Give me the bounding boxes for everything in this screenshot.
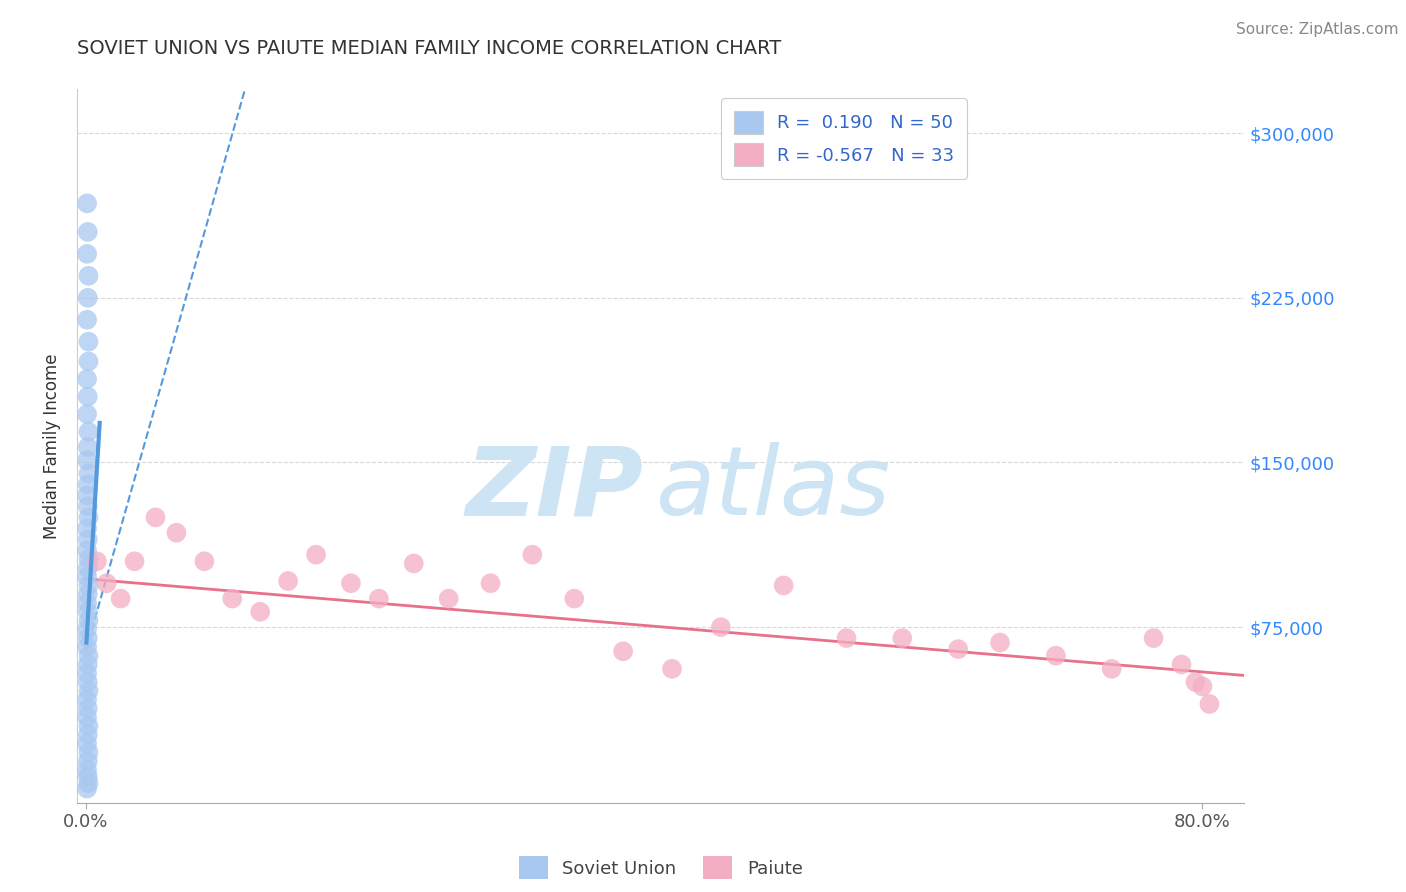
Point [835,631,858,645]
Point [76,440,98,454]
Point [76,561,98,575]
Point [76,728,98,742]
Point [76,666,98,681]
Point [110,591,132,606]
Point [76,225,98,239]
Point [249,605,271,619]
Text: SOVIET UNION VS PAIUTE MEDIAN FAMILY INCOME CORRELATION CHART: SOVIET UNION VS PAIUTE MEDIAN FAMILY INC… [77,39,782,58]
Point [96,576,118,591]
Point [124,554,146,568]
Point [76,640,98,654]
Point [76,781,98,796]
Point [76,533,98,547]
Point [76,596,98,610]
Point [76,453,98,467]
Point [988,635,1011,649]
Text: atlas: atlas [655,442,890,535]
Point [522,548,544,562]
Point [145,510,167,524]
Point [77,354,100,368]
Point [710,620,733,634]
Point [76,605,98,619]
Point [193,554,215,568]
Point [1101,662,1123,676]
Point [402,557,425,571]
Point [76,675,98,690]
Point [76,710,98,724]
Point [76,543,98,558]
Point [76,488,98,502]
Point [86,554,108,568]
Point [76,754,98,768]
Point [562,591,585,606]
Point [76,701,98,715]
Point [77,552,100,566]
Point [76,657,98,672]
Point [479,576,502,591]
Point [76,312,98,326]
Point [340,576,363,591]
Point [772,578,794,592]
Point [76,291,98,305]
Legend: Soviet Union, Paiute: Soviet Union, Paiute [512,849,810,887]
Y-axis label: Median Family Income: Median Family Income [44,353,62,539]
Point [946,642,969,657]
Point [76,390,98,404]
Text: ZIP: ZIP [465,442,644,535]
Point [76,769,98,783]
Point [76,569,98,583]
Point [1142,631,1164,645]
Point [77,334,100,349]
Point [76,623,98,637]
Point [76,521,98,535]
Point [1170,657,1192,672]
Point [77,776,100,790]
Point [76,247,98,261]
Point [1045,648,1067,663]
Point [77,719,100,733]
Point [76,372,98,386]
Point [77,683,100,698]
Point [661,662,683,676]
Point [221,591,243,606]
Point [77,648,100,663]
Point [77,578,100,592]
Point [77,745,100,759]
Point [76,477,98,491]
Point [277,574,299,588]
Point [77,467,100,481]
Point [1191,680,1213,694]
Point [891,631,914,645]
Point [305,548,328,562]
Point [76,631,98,645]
Point [77,614,100,628]
Point [1198,697,1220,711]
Point [76,692,98,706]
Point [77,425,100,439]
Point [1184,675,1206,690]
Point [76,763,98,777]
Point [76,407,98,421]
Point [437,591,460,606]
Text: Source: ZipAtlas.com: Source: ZipAtlas.com [1236,22,1399,37]
Point [76,587,98,601]
Point [367,591,389,606]
Point [77,510,100,524]
Point [76,196,98,211]
Point [165,525,187,540]
Point [76,737,98,751]
Point [77,268,100,283]
Point [76,500,98,514]
Point [612,644,634,658]
